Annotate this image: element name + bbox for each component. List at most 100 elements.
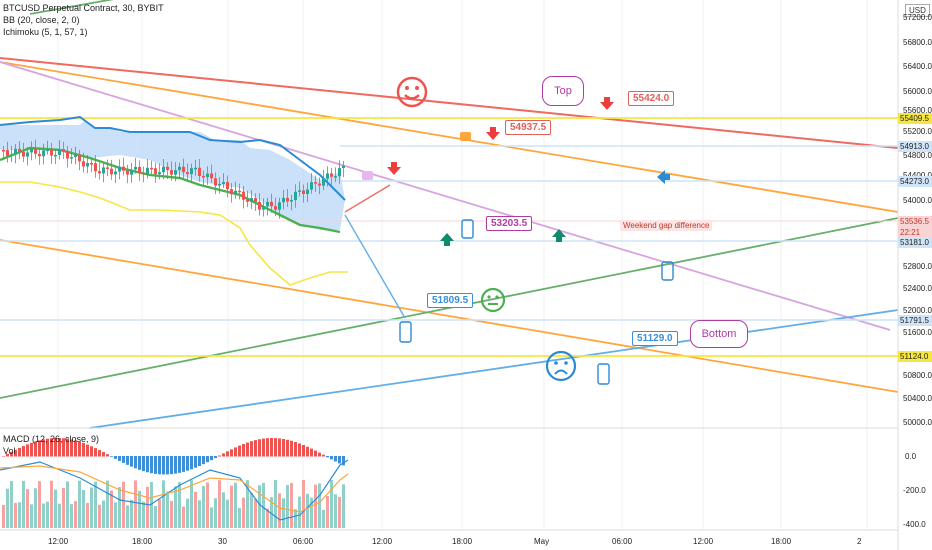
ichimoku-legend[interactable]: Ichimoku (5, 1, 57, 1) (3, 27, 88, 37)
volume-bar (62, 487, 65, 528)
macd-histogram-bar (6, 453, 9, 457)
callout-51129[interactable]: 51129.0 (632, 331, 678, 346)
volume-bar (286, 484, 289, 528)
macd-histogram-bar (202, 456, 205, 465)
volume-bar (214, 498, 217, 528)
volume-bar (310, 497, 313, 528)
candle-body (34, 148, 37, 154)
candle-body (86, 163, 89, 167)
callout-51809[interactable]: 51809.5 (427, 293, 474, 308)
callout-53203[interactable]: 53203.5 (486, 216, 533, 231)
candle-body (246, 199, 249, 202)
macd-histogram-bar (250, 441, 253, 457)
volume-bar (226, 499, 229, 528)
callout-54937[interactable]: 54937.5 (505, 120, 552, 135)
macd-histogram-bar (126, 456, 129, 465)
bb-basis (0, 146, 341, 234)
volume-bar (98, 504, 101, 528)
time-axis-label: 30 (218, 537, 227, 546)
volume-bar (222, 492, 225, 528)
macd-histogram-bar (342, 456, 345, 466)
macd-histogram-bar (138, 456, 141, 470)
pointer-hand-icon[interactable] (399, 219, 674, 385)
volume-bar (174, 486, 177, 528)
price-axis-label: 56400.0 (903, 62, 932, 71)
volume-bar (14, 502, 17, 528)
candle-body (214, 178, 217, 186)
candle-body (326, 173, 329, 179)
macd-histogram-bar (302, 444, 305, 457)
candle-body (38, 153, 41, 157)
candle-body (342, 165, 345, 169)
candle-body (90, 163, 93, 165)
macd-legend[interactable]: MACD (12, 26, close, 9) (3, 434, 100, 444)
vol-legend[interactable]: Vol (3, 446, 16, 456)
macd-histogram-bar (86, 444, 89, 457)
volume-bar (134, 480, 137, 528)
down-arrow-icon[interactable] (387, 97, 614, 175)
smiley-green-icon[interactable] (480, 287, 506, 313)
weekend-gap-note[interactable]: Weekend gap difference (620, 220, 713, 231)
cat-icon[interactable] (362, 132, 471, 180)
top-bubble[interactable]: Top (542, 76, 584, 106)
callout-55424[interactable]: 55424.0 (628, 91, 675, 106)
trend-lines[interactable] (0, 0, 899, 429)
macd-histogram-bar (198, 456, 201, 466)
time-axis-label: 18:00 (452, 537, 473, 546)
candle-body (182, 166, 185, 173)
price-tag: 54913.0 (898, 141, 932, 152)
candle-body (230, 189, 233, 195)
candle-body (6, 150, 9, 156)
candle-body (150, 167, 153, 170)
candle-body (286, 197, 289, 202)
candle-body (254, 198, 257, 202)
smiley-blue-icon[interactable] (545, 350, 577, 382)
macd-histogram-bar (46, 438, 49, 457)
macd-histogram-bar (106, 454, 109, 457)
candle-body (266, 201, 269, 207)
symbol-legend[interactable]: BTCUSD Perpetual Contract, 30, BYBIT (3, 3, 164, 13)
volume-bar (114, 502, 117, 528)
macd-histogram-bar (318, 452, 321, 457)
macd-histogram-bar (114, 456, 117, 459)
volume-bar (230, 485, 233, 528)
bb-legend[interactable]: BB (20, close, 2, 0) (3, 15, 80, 25)
volume-bar (338, 496, 341, 528)
candle-body (198, 167, 201, 176)
macd-histogram-bar (102, 452, 105, 457)
candle-body (210, 173, 213, 179)
time-axis-label: 18:00 (132, 537, 153, 546)
price-axis-label: 56000.0 (903, 87, 932, 96)
smiley-red-icon[interactable] (396, 76, 428, 108)
volume-bar (130, 499, 133, 528)
candle-body (226, 182, 229, 190)
candle-body (122, 166, 125, 171)
macd-histogram-bar (226, 451, 229, 457)
candle-body (134, 166, 137, 170)
macd-histogram-bar (158, 456, 161, 475)
candle-body (54, 154, 57, 157)
candle-body (242, 191, 245, 200)
macd-histogram-bar (214, 456, 217, 459)
macd-histogram-bar (206, 456, 209, 463)
up-arrow-icon[interactable] (440, 229, 566, 246)
volume-bar (74, 501, 77, 528)
macd-histogram-bar (314, 450, 317, 457)
bottom-bubble[interactable]: Bottom (690, 320, 748, 348)
macd-histogram-bar (38, 440, 41, 457)
currency-label[interactable]: USD (905, 4, 930, 17)
volume-bar (166, 491, 169, 528)
candle-body (298, 190, 301, 192)
left-arrow-icon[interactable] (657, 170, 670, 184)
volume-bar (6, 488, 9, 528)
price-axis-label: 52800.0 (903, 262, 932, 271)
candle-body (146, 167, 149, 174)
volume-bar (150, 481, 153, 528)
volume-bar (262, 482, 265, 528)
price-tag: 54273.0 (898, 176, 932, 187)
volume-bar (50, 480, 53, 528)
volume-bar (86, 502, 89, 528)
macd-histogram-bar (270, 438, 273, 457)
candle-body (278, 202, 281, 210)
